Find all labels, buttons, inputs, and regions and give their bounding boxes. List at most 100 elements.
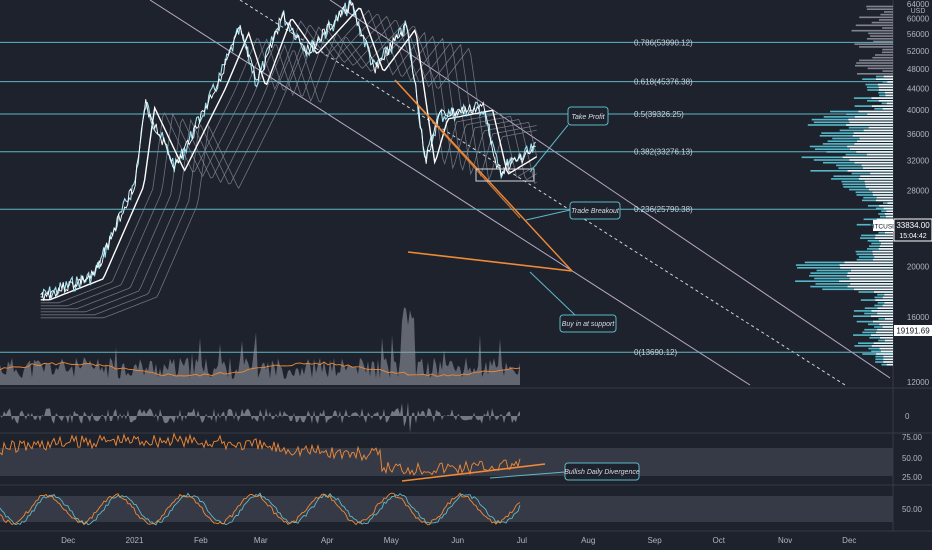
volume-profile-bar <box>872 56 893 59</box>
volume-profile-bar <box>842 156 893 159</box>
volume-profile-bar <box>879 323 893 326</box>
price-tick-label: 20000 <box>907 263 930 272</box>
volume-profile-bar <box>847 285 893 288</box>
volume-profile-bar <box>882 48 893 51</box>
price-tick-label: 40000 <box>907 106 930 115</box>
volume-profile-bar <box>886 102 893 105</box>
volume-profile-bar <box>877 83 893 86</box>
rsi-tick-label: 25.00 <box>902 473 923 482</box>
volume-profile-bar <box>875 199 893 202</box>
volume-profile-bar <box>882 27 893 29</box>
price-tick-label: 44000 <box>907 85 930 94</box>
volume-profile-bar <box>867 67 893 70</box>
price-tick-label: 36000 <box>907 130 930 139</box>
volume-profile-bar <box>854 161 893 164</box>
volume-profile-bar <box>877 307 893 309</box>
volume-profile-bar <box>886 210 893 212</box>
last-price: 33834.00 <box>896 221 930 230</box>
fib-level-label: 0.786(53990.12) <box>634 38 693 47</box>
volume-profile-bar <box>873 320 893 323</box>
volume-profile-bar <box>844 261 893 264</box>
time-tick-label: Aug <box>581 536 595 545</box>
time-tick-label: Dec <box>842 536 856 545</box>
volume-profile-bar <box>846 124 893 126</box>
volume-profile-bar <box>877 312 893 315</box>
volume-profile-bar <box>850 148 893 150</box>
volume-profile-bar <box>870 172 893 175</box>
volume-profile-bar <box>847 170 893 172</box>
trade-breakout-annotation[interactable]: Trade Breakout <box>569 201 621 220</box>
volume-profile-bar <box>881 51 893 54</box>
buy-support-pointer <box>529 271 576 316</box>
volume-profile-bar <box>871 310 893 312</box>
volume-profile-bar <box>839 264 893 266</box>
volume-profile-bar <box>876 78 893 80</box>
trade-breakout-pointer <box>525 209 571 221</box>
buy-support-annotation[interactable]: Buy in at support <box>559 314 617 333</box>
resistance-trendline <box>394 79 521 219</box>
take-profit-label: Take Profit <box>571 114 605 121</box>
rsi-tick-label: 75.00 <box>902 433 923 442</box>
volume-profile-bar <box>875 299 893 301</box>
volume-profile-bar <box>851 269 893 272</box>
volume-profile-bar <box>881 350 893 353</box>
bar-countdown: 15:04:42 <box>899 233 926 240</box>
volume-profile-bar <box>848 118 893 121</box>
rsi-band <box>0 448 893 476</box>
volume-profile-bar <box>851 29 893 32</box>
take-profit-pointer <box>529 124 569 173</box>
volume-profile-bar <box>878 86 893 89</box>
volume-area <box>0 307 520 385</box>
price-tick-label: 28000 <box>907 187 930 196</box>
moving-average-ribbon <box>40 13 537 307</box>
volume-profile-bar <box>873 40 893 43</box>
volume-profile-bar <box>870 35 893 37</box>
take-profit-annotation[interactable]: Take Profit <box>567 106 609 126</box>
time-tick-label: Dec <box>61 536 75 545</box>
volume-profile-bar <box>860 175 893 177</box>
volume-profile-bar <box>875 234 893 237</box>
volume-profile-bar <box>847 272 893 274</box>
volume-profile-bar <box>866 8 893 10</box>
time-tick-label: Feb <box>194 536 208 545</box>
volume-profile-bar <box>871 345 893 347</box>
volume-profile-bar <box>871 97 893 99</box>
volume-profile-bar <box>859 16 893 19</box>
volume-profile-bar <box>871 105 893 107</box>
divergence-annotation[interactable]: Bullish Daily Divergence <box>564 462 640 481</box>
volume-profile-bar <box>859 59 893 62</box>
volume-profile-bar <box>846 275 893 277</box>
price-tick-label: 64000 <box>907 0 930 9</box>
price-tick-label: 16000 <box>907 313 930 322</box>
volume-profile-bar <box>878 248 893 250</box>
volume-profile-bar <box>882 108 893 110</box>
volume-profile-bar <box>879 19 893 21</box>
volume-profile-bar <box>879 205 893 207</box>
price-wick-line <box>40 0 536 301</box>
volume-profile-bar <box>856 62 893 64</box>
volume-profile-bar <box>882 296 893 299</box>
price-tick-label: 48000 <box>907 65 930 74</box>
volume-profile-bar <box>840 267 893 269</box>
volume-profile-bar <box>859 137 893 140</box>
moving-average-ribbon <box>40 21 537 316</box>
volume-profile-bar <box>871 334 893 336</box>
volume-profile-bar <box>863 129 893 132</box>
poc-price-badge: 19191.69 <box>894 325 932 336</box>
volume-profile-bar <box>858 110 893 113</box>
volume-profile-bar <box>887 81 893 83</box>
volume-profile-bar <box>854 43 893 45</box>
volume-profile-bar <box>873 342 893 344</box>
volume-profile-bar <box>887 202 893 204</box>
time-tick-label: Jul <box>517 536 527 545</box>
volume-profile-bar <box>861 164 893 167</box>
volume-profile-bar <box>874 237 893 239</box>
stoch-tick-label: 50.00 <box>902 505 923 514</box>
moving-average-ribbon <box>40 25 537 319</box>
volume-profile-bar <box>879 245 893 247</box>
volume-profile-bar <box>876 196 893 199</box>
time-tick-label: Jun <box>451 536 464 545</box>
time-tick-label: Mar <box>254 536 268 545</box>
volume-profile-bar <box>867 113 893 115</box>
